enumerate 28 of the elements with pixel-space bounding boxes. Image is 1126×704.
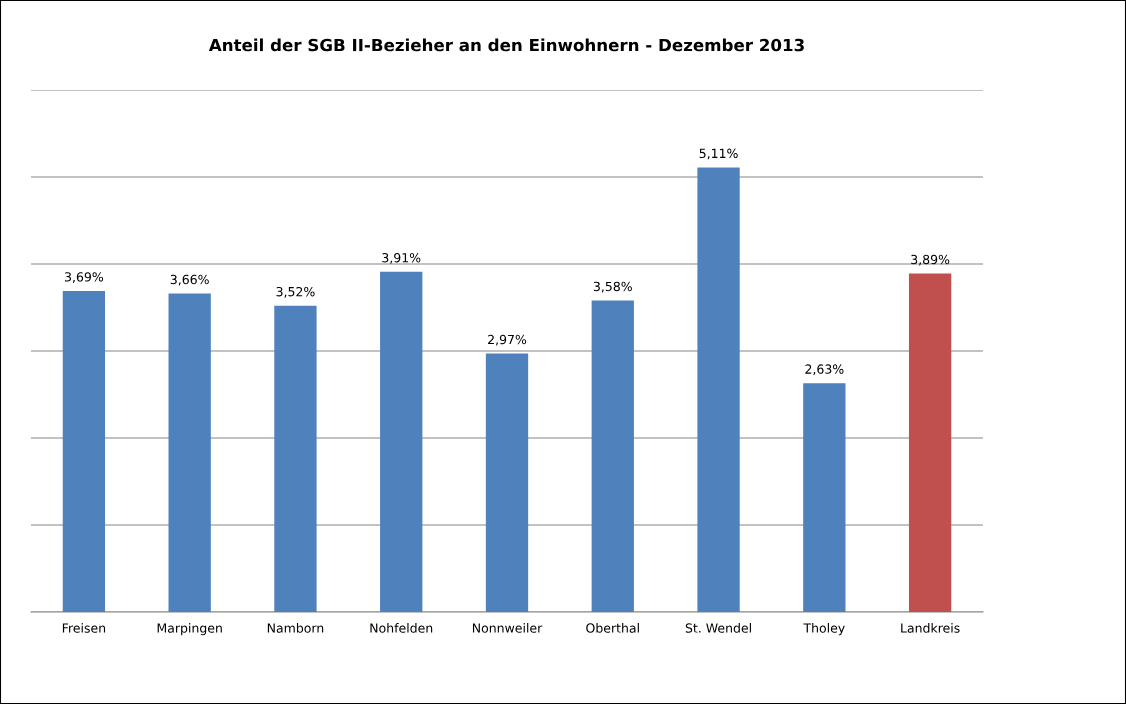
data-label: 2,97% bbox=[488, 334, 527, 346]
data-label: 3,89% bbox=[911, 254, 950, 266]
x-tick-label: Oberthal bbox=[586, 623, 639, 633]
bar bbox=[62, 290, 106, 612]
x-tick-label: Nonnweiler bbox=[472, 623, 543, 633]
x-tick-label: St. Wendel bbox=[685, 623, 751, 633]
x-tick-label: Marpingen bbox=[157, 623, 222, 636]
bar bbox=[591, 300, 634, 612]
bar bbox=[380, 271, 423, 612]
bar bbox=[803, 383, 846, 612]
bar bbox=[908, 273, 952, 612]
data-label: 3,52% bbox=[276, 286, 315, 298]
x-tick-label: Nohfelden bbox=[370, 623, 433, 633]
x-tick-label: Namborn bbox=[267, 623, 324, 633]
bar bbox=[274, 305, 317, 612]
data-label: 3,91% bbox=[382, 253, 421, 264]
x-tick-label: Landkreis bbox=[901, 623, 960, 633]
x-tick-label: Tholey bbox=[803, 623, 845, 636]
x-tick-label: Freisen bbox=[62, 623, 106, 633]
data-label: 2,63% bbox=[805, 364, 844, 376]
bar bbox=[168, 293, 211, 612]
data-label: 5,11% bbox=[699, 148, 738, 160]
chart-title: Anteil der SGB II-Bezieher an den Einwohnern - Dezember 2013 bbox=[208, 38, 804, 52]
bar bbox=[697, 167, 740, 612]
data-label: 3,58% bbox=[593, 281, 632, 293]
bar bbox=[485, 353, 529, 612]
data-label: 3,66% bbox=[170, 274, 209, 286]
data-label: 3,69% bbox=[64, 272, 104, 283]
